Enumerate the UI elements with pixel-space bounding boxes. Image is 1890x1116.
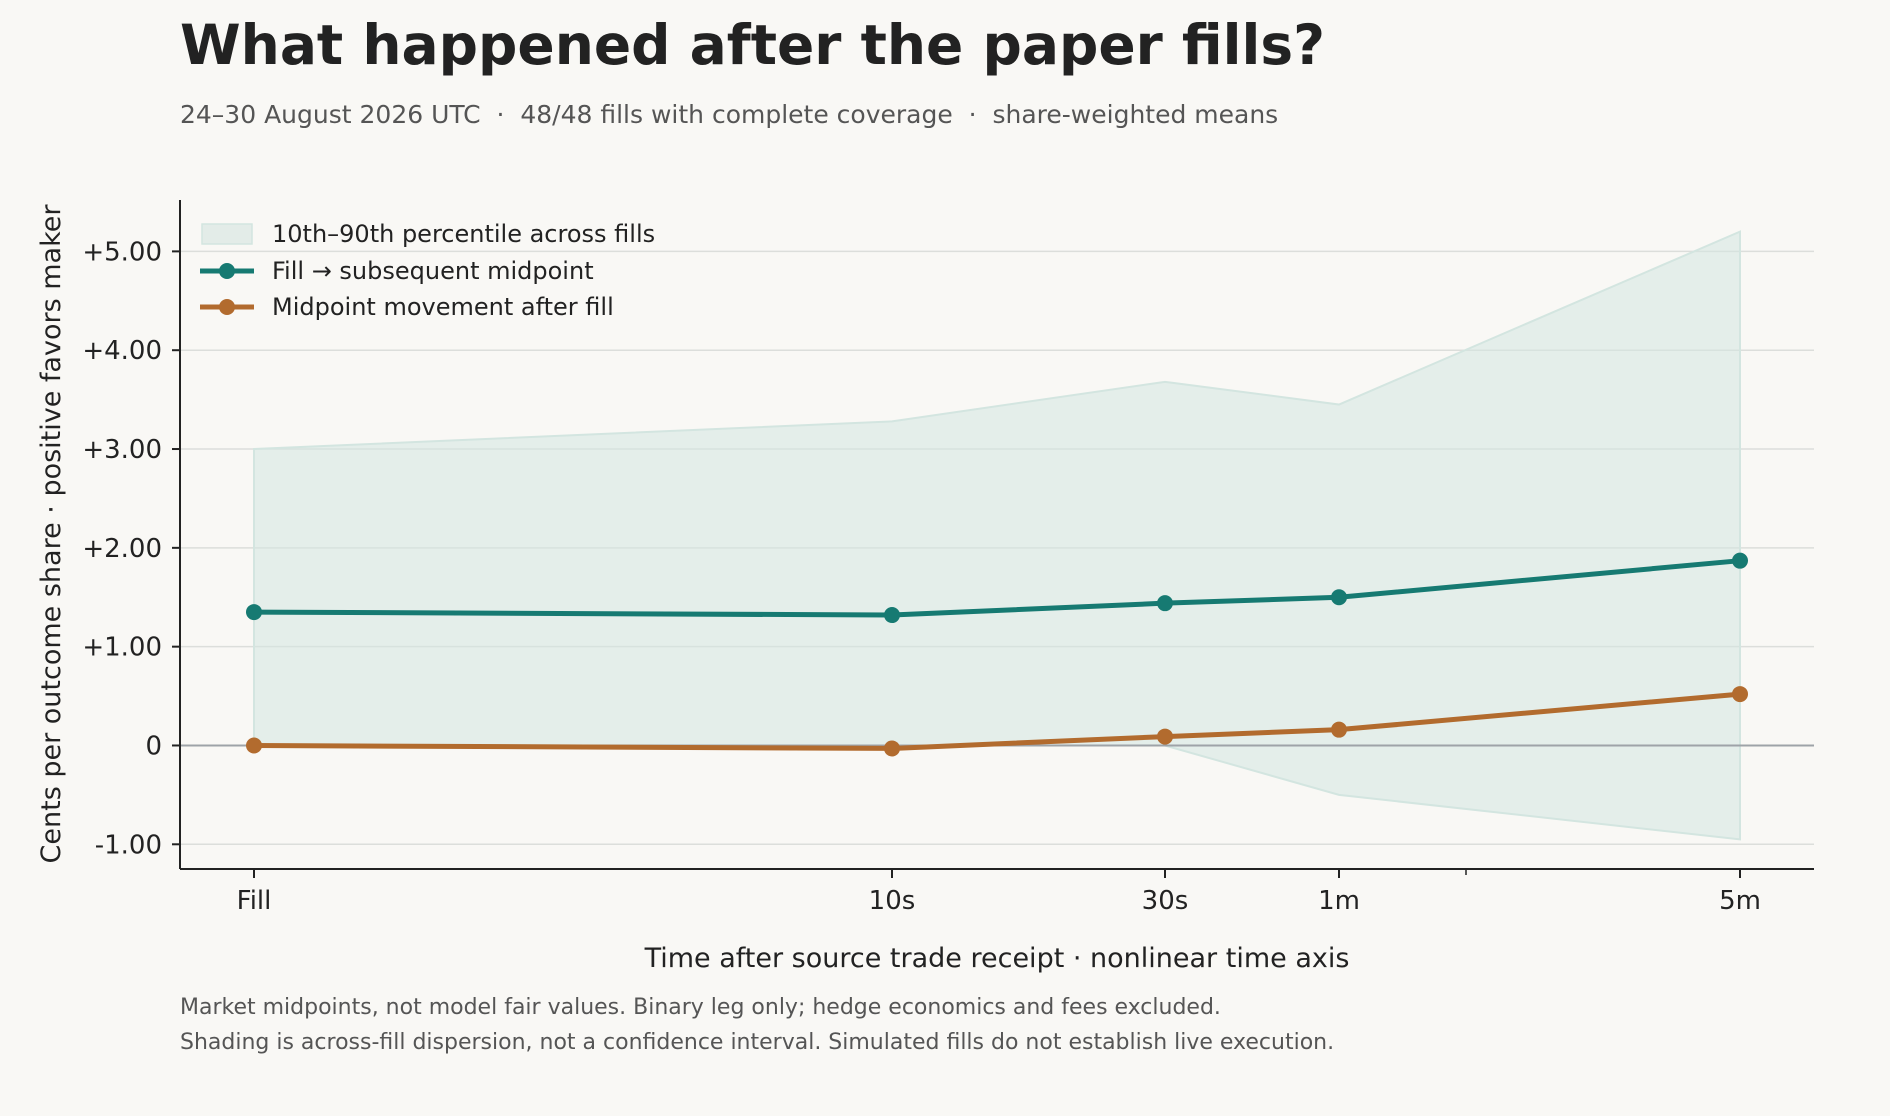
y-tick-label-1: +4.00 xyxy=(82,336,162,366)
series-0-point-3 xyxy=(1331,589,1347,606)
footnote-1: Market midpoints, not model fair values.… xyxy=(180,995,1221,1020)
legend-band-swatch xyxy=(201,223,253,245)
y-tick-labels: +5.00 +4.00 +3.00 +2.00 +1.00 0 -1.00 xyxy=(82,237,180,860)
x-tick-label-3: 1m xyxy=(1318,886,1360,916)
x-tick-label-4: 5m xyxy=(1719,886,1761,916)
series-1-point-1 xyxy=(884,740,900,757)
series-1-point-4 xyxy=(1732,686,1748,703)
legend-series-0-marker xyxy=(219,263,235,279)
series-1-point-2 xyxy=(1157,728,1173,745)
y-tick-label-4: +1.00 xyxy=(82,633,162,663)
y-tick-label-5: 0 xyxy=(145,731,162,761)
series-0-point-0 xyxy=(246,604,262,621)
series-lines xyxy=(246,552,1748,757)
series-0-point-4 xyxy=(1732,552,1748,569)
axes xyxy=(179,200,1814,870)
footnote-2: Shading is across-fill dispersion, not a… xyxy=(180,1030,1334,1055)
chart-subtitle: 24–30 August 2026 UTC · 48/48 fills with… xyxy=(180,100,1278,129)
x-tick-label-0: Fill xyxy=(237,886,272,916)
series-1-point-3 xyxy=(1331,721,1347,738)
y-tick-label-2: +3.00 xyxy=(82,435,162,465)
legend-series-1-label: Midpoint movement after fill xyxy=(272,293,614,321)
x-tick-labels: Fill 10s 30s 1m 5m xyxy=(237,869,1761,916)
x-axis-label: Time after source trade receipt · nonlin… xyxy=(644,943,1350,974)
y-tick-label-3: +2.00 xyxy=(82,534,162,564)
y-axis-label: Cents per outcome share · positive favor… xyxy=(36,204,67,864)
chart-title: What happened after the paper fills? xyxy=(180,13,1325,77)
series-0-point-1 xyxy=(884,607,900,624)
series-0-point-2 xyxy=(1157,595,1173,612)
y-tick-label-6: -1.00 xyxy=(95,830,162,860)
legend-series-1-marker xyxy=(219,299,235,315)
y-tick-label-0: +5.00 xyxy=(82,237,162,267)
legend: 10th–90th percentile across fills Fill →… xyxy=(200,220,655,321)
x-tick-label-1: 10s xyxy=(869,886,916,916)
x-tick-label-2: 30s xyxy=(1142,886,1189,916)
legend-series-0-label: Fill → subsequent midpoint xyxy=(272,257,594,285)
legend-band-label: 10th–90th percentile across fills xyxy=(272,220,655,248)
series-1-point-0 xyxy=(246,737,262,754)
